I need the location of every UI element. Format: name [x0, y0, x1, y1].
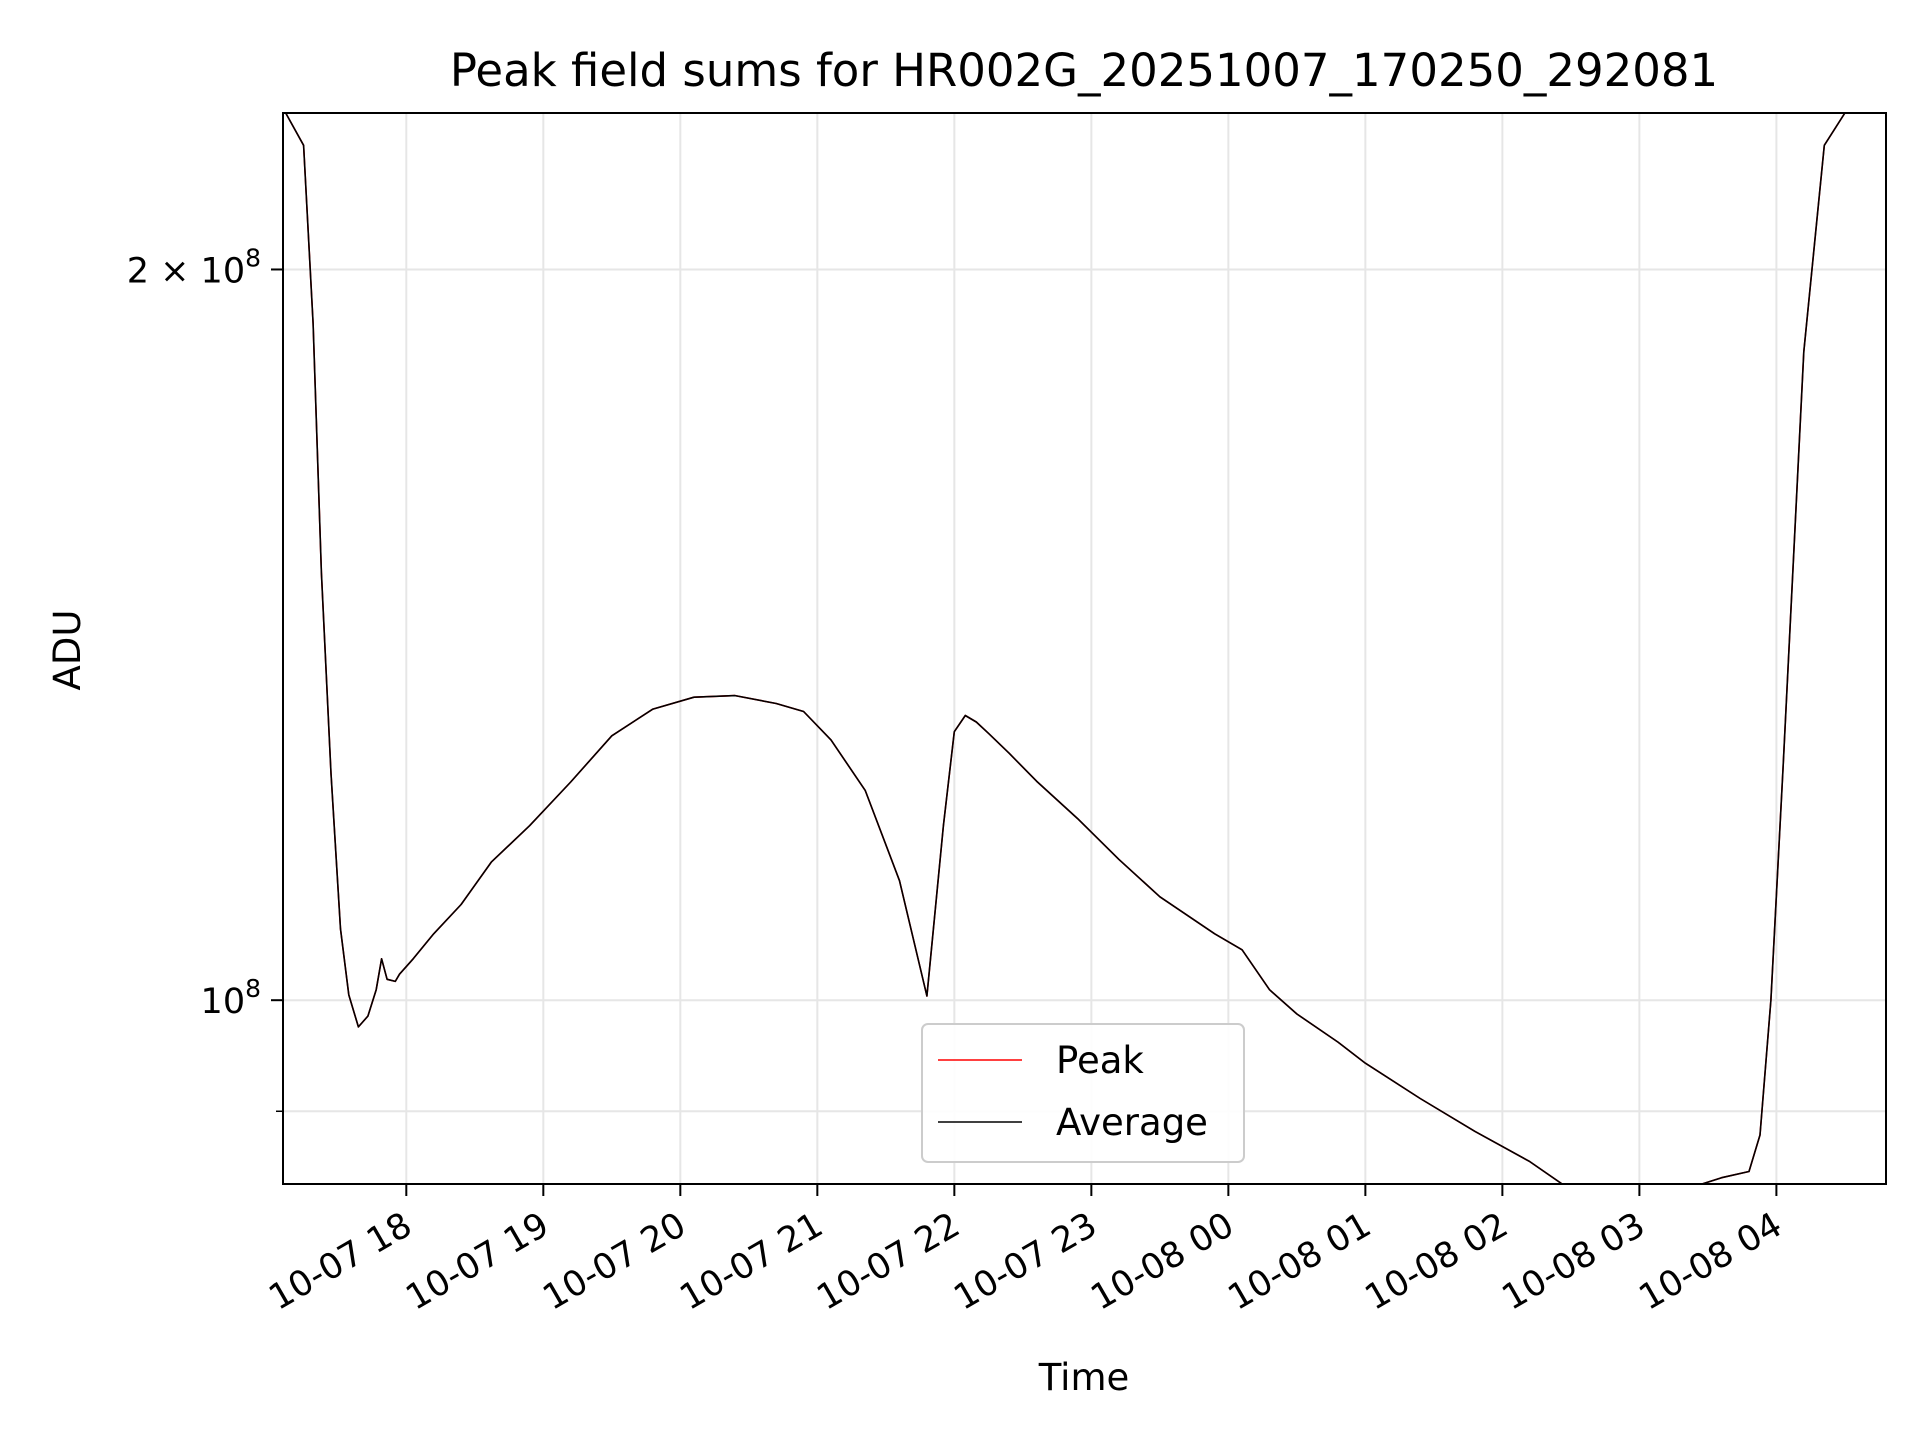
y-tick-label-base: 10: [201, 982, 246, 1022]
y-tick-label-exponent: 8: [245, 243, 261, 272]
y-tick-label: 108: [201, 974, 261, 1022]
x-axis-label: Time: [1038, 1356, 1130, 1399]
legend-peak-label: Peak: [1056, 1039, 1144, 1082]
legend-average-label: Average: [1056, 1101, 1208, 1144]
average-series-line: [285, 113, 1886, 1184]
y-axis-label: ADU: [46, 610, 89, 691]
series-lines: [285, 113, 1886, 1184]
chart-title: Peak field sums for HR002G_20251007_1702…: [450, 44, 1718, 97]
plot-frame: [282, 112, 1887, 1185]
y-tick-label-exponent: 8: [245, 974, 261, 1003]
legend: Peak Average: [921, 1023, 1245, 1163]
y-tick-label-base: 2 × 10: [127, 251, 245, 291]
legend-box: [921, 1023, 1245, 1163]
y-tick-label: 2 × 108: [127, 243, 261, 291]
